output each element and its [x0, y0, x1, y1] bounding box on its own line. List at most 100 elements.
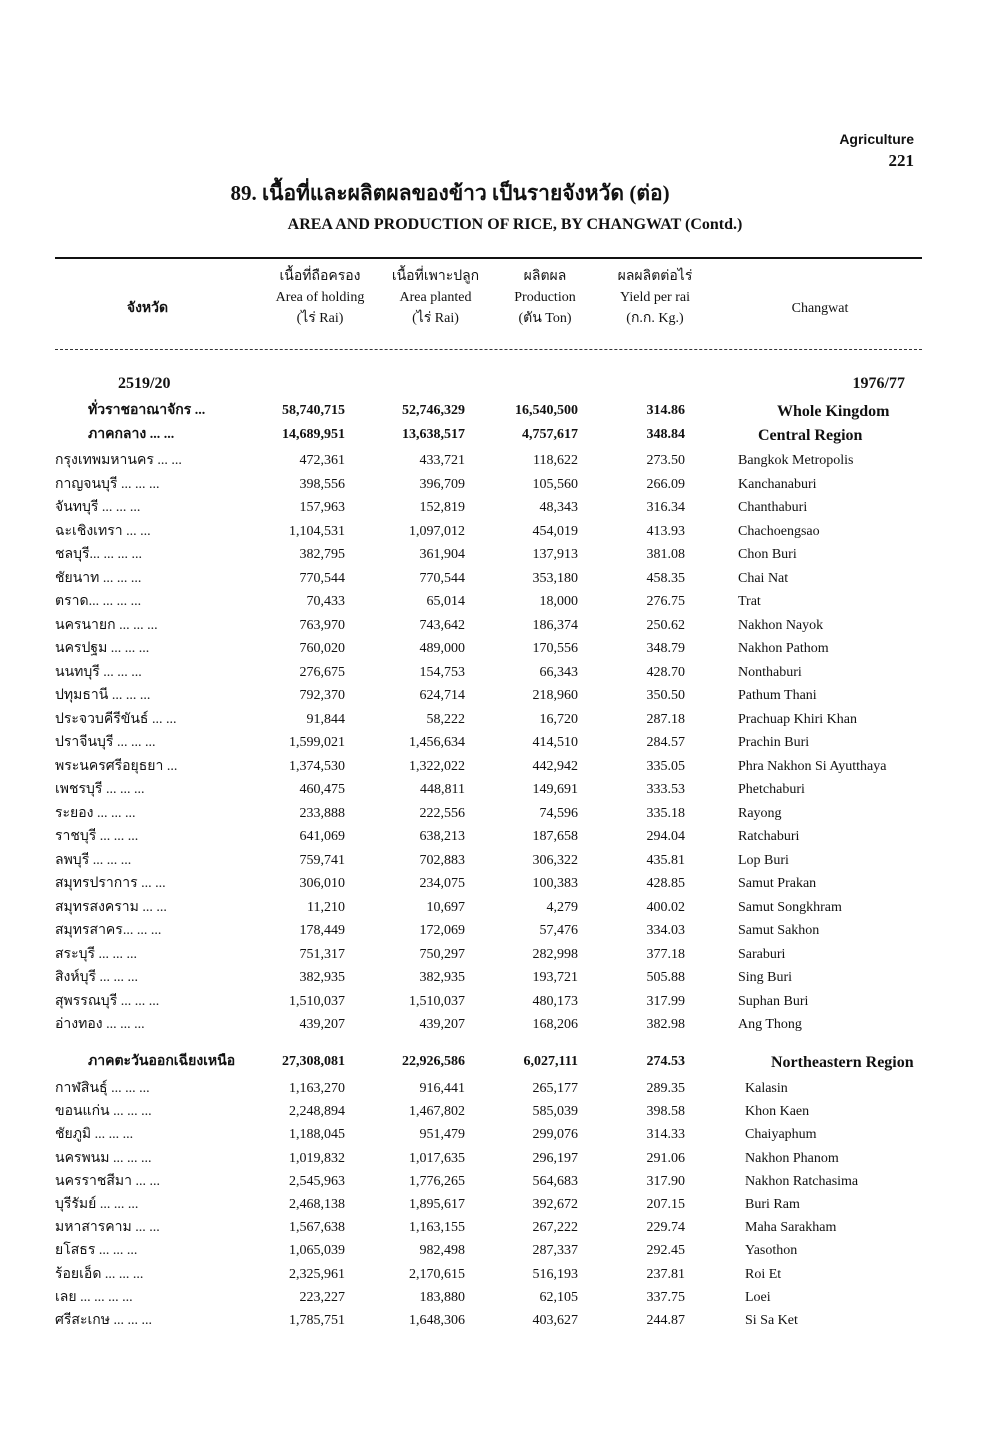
cell-value: 951,479: [419, 1127, 466, 1143]
thai-name: ลพบุรี ... ... ...: [55, 852, 132, 868]
cell-value: 16,720: [539, 711, 579, 727]
cell-value: 287,337: [532, 1243, 579, 1259]
column-header: (ไร่ Rai): [296, 311, 344, 326]
cell-value: 265,177: [532, 1081, 579, 1096]
thai-name: ตราด... ... ... ...: [55, 594, 142, 609]
cell-value: 460,475: [299, 782, 346, 797]
cell-value: 398.58: [646, 1104, 686, 1120]
cell-value: 299,076: [532, 1127, 579, 1143]
cell-value: 149,691: [532, 782, 579, 797]
changwat: Nakhon Nayok: [738, 617, 824, 633]
cell-value: 282,998: [532, 946, 579, 962]
cell-value: 382,795: [299, 547, 346, 562]
thai-name: สิงห์บุรี ... ... ...: [55, 970, 139, 985]
thai-name: อ่างทอง ... ... ...: [55, 1017, 145, 1032]
thai-name: พระนครศรีอยุธยา ...: [55, 758, 178, 774]
cell-value: 14,689,951: [282, 427, 345, 442]
cell-value: 428.85: [646, 876, 686, 891]
column-header: Yield per rai: [620, 290, 690, 305]
thai-name: นครพนม ... ... ...: [55, 1150, 152, 1166]
cell-value: 760,020: [299, 641, 346, 656]
cell-value: 276,675: [299, 664, 346, 680]
cell-value: 2,248,894: [289, 1104, 345, 1120]
thai-name: ราชบุรี ... ... ...: [55, 829, 139, 844]
thai-name: นครปฐม ... ... ...: [55, 641, 150, 656]
cell-value: 1,599,021: [289, 735, 345, 750]
cell-value: 183,880: [419, 1289, 466, 1305]
cell-value: 1,065,039: [289, 1243, 345, 1259]
changwat: Chai Nat: [738, 570, 789, 586]
thai-name: ภาคตะวันออกเฉียงเหนือ: [88, 1054, 236, 1069]
cell-value: 763,970: [299, 617, 346, 633]
changwat: Ang Thong: [738, 1017, 802, 1032]
cell-value: 428.70: [646, 664, 686, 680]
thai-name: นครราชสีมา ... ...: [55, 1173, 160, 1189]
cell-value: 237.81: [646, 1266, 686, 1282]
cell-value: 1,163,270: [289, 1081, 345, 1096]
cell-value: 350.50: [646, 688, 686, 703]
cell-value: 250.62: [646, 617, 686, 633]
cell-value: 6,027,111: [523, 1054, 578, 1069]
thai-name: สมุทรสาคร... ... ...: [55, 923, 162, 938]
thai-name: กรุงเทพมหานคร ... ...: [55, 453, 182, 468]
column-header: (ไร่ Rai): [412, 311, 459, 326]
cell-value: 916,441: [419, 1081, 466, 1096]
cell-value: 287.18: [646, 711, 686, 727]
cell-value: 335.18: [646, 805, 686, 821]
thai-name: บุรีรัมย์ ... ... ...: [55, 1197, 139, 1212]
cell-value: 57,476: [539, 923, 579, 938]
cell-value: 377.18: [646, 946, 686, 962]
cell-value: 58,740,715: [282, 403, 345, 418]
cell-value: 66,343: [539, 664, 579, 680]
cell-value: 1,456,634: [409, 735, 465, 750]
cell-value: 1,097,012: [409, 523, 465, 539]
cell-value: 233,888: [299, 805, 346, 821]
cell-value: 170,556: [532, 641, 579, 656]
page-number: 221: [888, 151, 915, 170]
changwat: Saraburi: [738, 946, 786, 962]
changwat: Bangkok Metropolis: [738, 453, 854, 468]
cell-value: 337.75: [646, 1289, 686, 1305]
cell-value: 193,721: [532, 970, 579, 985]
cell-value: 306,010: [299, 876, 346, 891]
column-header: เนื้อที่ถือครอง: [279, 269, 361, 284]
changwat: Nakhon Ratchasima: [745, 1173, 859, 1189]
cell-value: 1,567,638: [289, 1220, 345, 1236]
cell-value: 186,374: [532, 617, 579, 633]
cell-value: 266.09: [646, 476, 686, 492]
cell-value: 751,317: [299, 946, 346, 962]
cell-value: 13,638,517: [402, 427, 465, 442]
changwat: Buri Ram: [745, 1197, 800, 1212]
title-english: AREA AND PRODUCTION OF RICE, BY CHANGWAT…: [287, 216, 743, 233]
year-thai: 2519/20: [118, 375, 171, 392]
cell-value: 105,560: [532, 476, 579, 492]
cell-value: 361,904: [419, 547, 466, 562]
cell-value: 435.81: [646, 852, 686, 868]
cell-value: 1,017,635: [409, 1150, 465, 1166]
cell-value: 168,206: [532, 1017, 579, 1032]
cell-value: 382.98: [646, 1017, 686, 1032]
cell-value: 400.02: [646, 899, 686, 915]
cell-value: 472,361: [299, 453, 346, 468]
cell-value: 454,019: [532, 523, 579, 539]
cell-value: 65,014: [426, 594, 466, 609]
cell-value: 118,622: [533, 453, 578, 468]
changwat: Kalasin: [745, 1081, 788, 1096]
cell-value: 2,170,615: [409, 1266, 465, 1282]
thai-name: เพชรบุรี ... ... ...: [55, 782, 145, 797]
cell-value: 154,753: [419, 664, 466, 680]
changwat: Trat: [738, 594, 761, 609]
cell-value: 187,658: [532, 829, 579, 844]
changwat: Kanchanaburi: [738, 476, 817, 492]
cell-value: 381.08: [646, 547, 686, 562]
cell-value: 333.53: [646, 782, 686, 797]
cell-value: 398,556: [299, 476, 346, 492]
top-rule: [55, 257, 922, 259]
changwat: Ratchaburi: [738, 829, 800, 844]
cell-value: 317.99: [646, 993, 686, 1009]
changwat: Phetchaburi: [738, 782, 805, 797]
changwat: Si Sa Ket: [745, 1313, 798, 1328]
changwat: Pathum Thani: [738, 688, 817, 703]
cell-value: 137,913: [532, 547, 579, 562]
cell-value: 348.84: [646, 427, 686, 442]
